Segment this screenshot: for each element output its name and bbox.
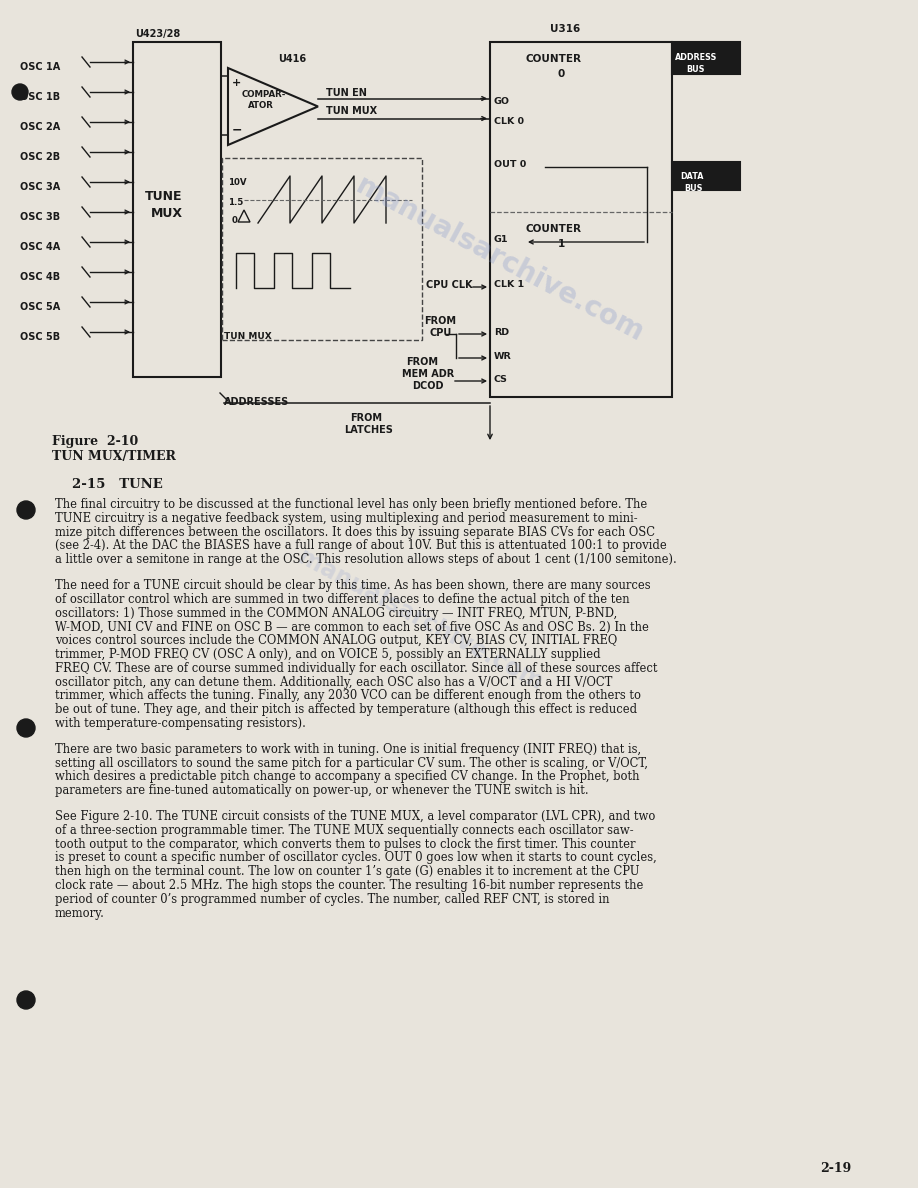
Text: WR: WR — [494, 352, 511, 361]
Text: COMPAR-: COMPAR- — [242, 90, 286, 99]
Text: BUS: BUS — [684, 184, 702, 192]
Bar — [672, 162, 740, 190]
Text: Figure  2-10: Figure 2-10 — [52, 435, 139, 448]
Text: TUN MUX/TIMER: TUN MUX/TIMER — [52, 450, 176, 463]
Text: TUNE circuitry is a negative feedback system, using multiplexing and period meas: TUNE circuitry is a negative feedback sy… — [55, 512, 638, 525]
Circle shape — [17, 991, 35, 1009]
Text: OSC 3B: OSC 3B — [20, 211, 60, 222]
Text: FROM: FROM — [406, 358, 438, 367]
Text: TUN EN: TUN EN — [326, 88, 367, 99]
Text: oscillators: 1) Those summed in the COMMON ANALOG circuitry — INIT FREQ, MTUN, P: oscillators: 1) Those summed in the COMM… — [55, 607, 617, 620]
Text: ADDRESS: ADDRESS — [675, 53, 717, 62]
Bar — [222, 158, 422, 340]
Text: U316: U316 — [550, 24, 580, 34]
Text: 2-15   TUNE: 2-15 TUNE — [72, 478, 162, 491]
Text: There are two basic parameters to work with in tuning. One is initial frequency : There are two basic parameters to work w… — [55, 742, 641, 756]
Text: OSC 5B: OSC 5B — [20, 331, 60, 342]
Text: U423/28: U423/28 — [135, 29, 180, 39]
Text: −: − — [232, 124, 242, 135]
Text: The final circuitry to be discussed at the functional level has only been briefl: The final circuitry to be discussed at t… — [55, 498, 647, 511]
Text: The need for a TUNE circuit should be clear by this time. As has been shown, the: The need for a TUNE circuit should be cl… — [55, 579, 651, 592]
Text: ADDRESSES: ADDRESSES — [224, 397, 289, 407]
Text: memory.: memory. — [55, 906, 105, 920]
Text: RD: RD — [494, 328, 509, 337]
Text: CLK 0: CLK 0 — [494, 116, 524, 126]
Text: with temperature-compensating resistors).: with temperature-compensating resistors)… — [55, 718, 306, 729]
Text: then high on the terminal count. The low on counter 1’s gate (G) enables it to i: then high on the terminal count. The low… — [55, 865, 640, 878]
Text: 0: 0 — [558, 69, 565, 78]
Text: OSC 4B: OSC 4B — [20, 272, 60, 282]
Text: FROM: FROM — [350, 413, 382, 423]
Text: trimmer, P-MOD FREQ CV (OSC A only), and on VOICE 5, possibly an EXTERNALLY supp: trimmer, P-MOD FREQ CV (OSC A only), and… — [55, 647, 600, 661]
Text: 1.5: 1.5 — [228, 198, 243, 207]
Text: See Figure 2-10. The TUNE circuit consists of the TUNE MUX, a level comparator (: See Figure 2-10. The TUNE circuit consis… — [55, 810, 655, 823]
Text: U416: U416 — [278, 53, 306, 64]
Text: COUNTER: COUNTER — [525, 53, 581, 64]
Text: 2-19: 2-19 — [820, 1162, 851, 1175]
Text: (see 2-4). At the DAC the BIASES have a full range of about 10V. But this is att: (see 2-4). At the DAC the BIASES have a … — [55, 539, 666, 552]
Text: OSC 1A: OSC 1A — [20, 62, 61, 72]
Text: OUT 0: OUT 0 — [494, 160, 526, 169]
Text: be out of tune. They age, and their pitch is affected by temperature (although t: be out of tune. They age, and their pitc… — [55, 703, 637, 716]
Text: OSC 4A: OSC 4A — [20, 242, 61, 252]
Text: voices control sources include the COMMON ANALOG output, KEY CV, BIAS CV, INITIA: voices control sources include the COMMO… — [55, 634, 617, 647]
Text: manualsarchive.com: manualsarchive.com — [293, 545, 547, 695]
Text: DATA: DATA — [680, 172, 703, 181]
Text: W-MOD, UNI CV and FINE on OSC B — are common to each set of five OSC As and OSC : W-MOD, UNI CV and FINE on OSC B — are co… — [55, 620, 649, 633]
Text: CS: CS — [494, 375, 508, 384]
Bar — [672, 42, 740, 74]
Circle shape — [17, 719, 35, 737]
Text: ATOR: ATOR — [248, 101, 274, 110]
Bar — [490, 42, 672, 397]
Text: MEM ADR: MEM ADR — [402, 369, 454, 379]
Text: 10V: 10V — [228, 178, 247, 187]
Text: setting all oscillators to sound the same pitch for a particular CV sum. The oth: setting all oscillators to sound the sam… — [55, 757, 648, 770]
Text: FROM: FROM — [424, 316, 456, 326]
Text: parameters are fine-tuned automatically on power-up, or whenever the TUNE switch: parameters are fine-tuned automatically … — [55, 784, 588, 797]
Text: which desires a predictable pitch change to accompany a specified CV change. In : which desires a predictable pitch change… — [55, 770, 640, 783]
Text: FREQ CV. These are of course summed individually for each oscillator. Since all : FREQ CV. These are of course summed indi… — [55, 662, 657, 675]
Text: is preset to count a specific number of oscillator cycles. OUT 0 goes low when i: is preset to count a specific number of … — [55, 852, 656, 865]
Text: TUNE: TUNE — [145, 190, 183, 203]
Circle shape — [12, 84, 28, 100]
Text: TUN MUX: TUN MUX — [224, 331, 272, 341]
Text: CLK 1: CLK 1 — [494, 280, 524, 289]
Text: of a three-section programmable timer. The TUNE MUX sequentially connects each o: of a three-section programmable timer. T… — [55, 823, 633, 836]
Text: OSC 1B: OSC 1B — [20, 91, 60, 102]
Text: a little over a semitone in range at the OSC. This resolution allows steps of ab: a little over a semitone in range at the… — [55, 554, 677, 567]
Text: OSC 5A: OSC 5A — [20, 302, 61, 312]
Text: trimmer, which affects the tuning. Finally, any 2030 VCO can be different enough: trimmer, which affects the tuning. Final… — [55, 689, 641, 702]
Text: clock rate — about 2.5 MHz. The high stops the counter. The resulting 16-bit num: clock rate — about 2.5 MHz. The high sto… — [55, 879, 644, 892]
Text: COUNTER: COUNTER — [525, 225, 581, 234]
Text: OSC 2A: OSC 2A — [20, 122, 61, 132]
Text: period of counter 0’s programmed number of cycles. The number, called REF CNT, i: period of counter 0’s programmed number … — [55, 893, 610, 905]
Text: GO: GO — [494, 96, 510, 106]
Text: CPU CLK: CPU CLK — [426, 280, 473, 290]
Text: +: + — [232, 78, 241, 88]
Text: G1: G1 — [494, 235, 509, 244]
Circle shape — [17, 501, 35, 519]
Text: MUX: MUX — [151, 207, 183, 220]
Text: DCOD: DCOD — [412, 381, 443, 391]
Text: manualsarchive.com: manualsarchive.com — [351, 172, 649, 348]
Text: tooth output to the comparator, which converts them to pulses to clock the first: tooth output to the comparator, which co… — [55, 838, 635, 851]
Text: of oscillator control which are summed in two different places to define the act: of oscillator control which are summed i… — [55, 593, 630, 606]
Text: CPU: CPU — [430, 328, 453, 339]
Text: 1: 1 — [558, 239, 565, 249]
Text: LATCHES: LATCHES — [344, 425, 393, 435]
Text: oscillator pitch, any can detune them. Additionally, each OSC also has a V/OCT a: oscillator pitch, any can detune them. A… — [55, 676, 612, 689]
Bar — [133, 42, 221, 377]
Text: TUN MUX: TUN MUX — [326, 107, 377, 116]
Text: OSC 2B: OSC 2B — [20, 152, 60, 162]
Text: mize pitch differences between the oscillators. It does this by issuing separate: mize pitch differences between the oscil… — [55, 525, 655, 538]
Text: 0: 0 — [232, 216, 238, 225]
Text: BUS: BUS — [686, 65, 704, 74]
Text: OSC 3A: OSC 3A — [20, 182, 61, 192]
